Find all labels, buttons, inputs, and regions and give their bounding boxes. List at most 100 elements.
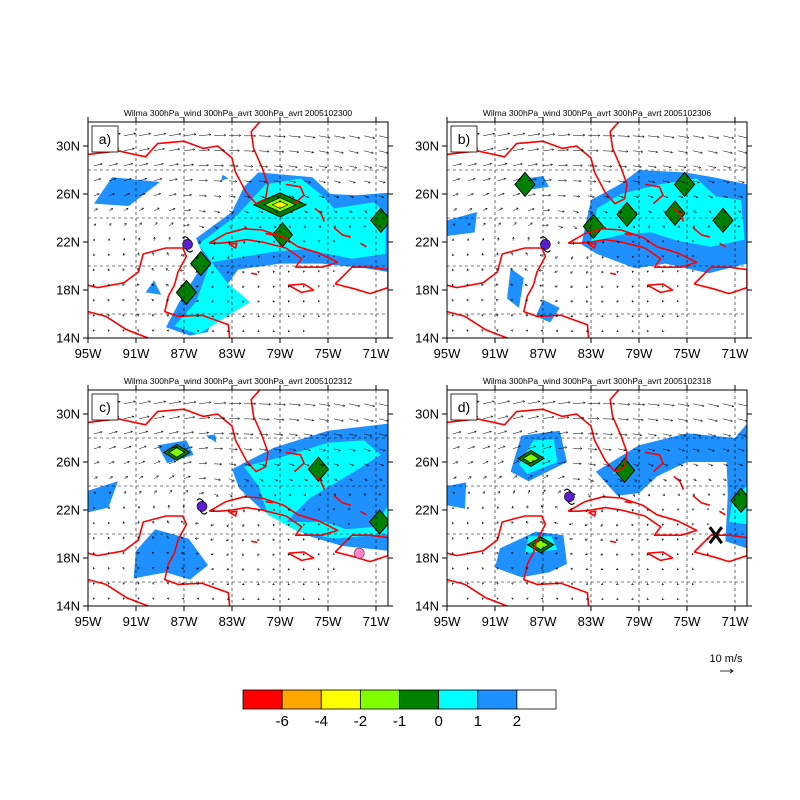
wind-vector-head (122, 506, 126, 509)
wind-vector-head (596, 149, 600, 153)
wind-vector-head (122, 551, 126, 555)
wind-vector-head (257, 524, 260, 527)
wind-vector-head (107, 283, 111, 287)
wind-vector-head (588, 495, 591, 498)
wind-vector (587, 478, 594, 482)
wind-vector-head (522, 400, 526, 403)
wind-vector (692, 210, 697, 213)
wind-vector-head (233, 195, 237, 198)
wind-vector (512, 133, 525, 137)
wind-vector-head (652, 180, 656, 184)
wind-vector-head (211, 271, 214, 274)
wind-vector (273, 150, 284, 153)
wind-vector (662, 433, 672, 436)
coastline (288, 283, 315, 294)
wind-vector-head (371, 419, 374, 422)
wind-vector (452, 476, 457, 480)
wind-vector (378, 180, 386, 183)
wind-vector-head (161, 162, 164, 166)
wind-vector-head (452, 567, 455, 570)
wind-vector (333, 403, 346, 407)
colorbar-label: -2 (354, 713, 367, 730)
wind-vector-head (661, 240, 665, 243)
wind-vector-head (685, 419, 689, 422)
wind-vector-head (190, 446, 194, 449)
wind-vector-head (631, 329, 635, 333)
wind-vector-head (593, 463, 597, 467)
coastline (265, 500, 273, 504)
coastline (288, 551, 315, 562)
wind-vector-head (268, 134, 272, 138)
wind-vector (198, 477, 206, 480)
wind-vector-head (181, 567, 184, 570)
wind-vector-head (631, 582, 634, 586)
wind-vector-head (670, 150, 674, 154)
wind-vector (168, 222, 174, 227)
wind-vector-head (118, 400, 121, 404)
wind-vector (601, 508, 604, 513)
wind-vector-head (152, 505, 156, 508)
wind-vector (602, 448, 612, 451)
wind-vector-head (647, 493, 651, 497)
wind-vector-head (691, 523, 695, 526)
wind-vector-head (489, 430, 492, 434)
wind-vector-head (701, 136, 705, 139)
wind-vector-head (505, 415, 509, 418)
panel-b: 95W 91W 87W 83W 79W 75W 71W30N26N22N18N14NWilm… (415, 108, 752, 361)
wind-vector-head (601, 300, 604, 303)
wind-vector (692, 165, 701, 169)
wind-vector (213, 478, 221, 481)
wind-vector-head (569, 507, 573, 511)
wind-vector (632, 418, 644, 421)
wind-vector-head (467, 491, 470, 495)
wind-vector (722, 195, 728, 198)
wind-vector-head (579, 447, 583, 450)
wind-vector-head (667, 449, 671, 452)
coastline (647, 551, 674, 562)
wind-vector-head (466, 298, 470, 302)
wind-vector (512, 460, 519, 465)
wind-vector (348, 180, 356, 183)
wind-vector (228, 180, 237, 182)
panel-c-map (88, 390, 388, 606)
wind-vector-head (165, 268, 169, 271)
wind-vector-head (563, 194, 566, 198)
lat-tick-label: 14N (415, 331, 439, 346)
wind-vector (228, 463, 237, 466)
wind-vector-head (682, 449, 686, 452)
wind-vector-head (257, 329, 260, 333)
colorbar: -6 -4 -2 -1 0 1 2 (242, 689, 557, 730)
wind-vector-head (466, 268, 470, 272)
wind-vector-head (182, 504, 186, 508)
wind-vector (602, 433, 613, 435)
wind-vector-head (293, 180, 297, 184)
wind-vector-head (456, 193, 459, 196)
panel-label-box (450, 125, 478, 153)
wind-vector-head (692, 225, 696, 228)
wind-vector-head (676, 538, 680, 541)
vorticity-shade-positive-1 (94, 177, 160, 206)
wind-vector-head (203, 210, 207, 213)
wind-vector (227, 255, 230, 260)
wind-vector (662, 478, 667, 482)
wind-vector-head (472, 445, 476, 449)
wind-vector-head (172, 475, 175, 478)
x-mark-icon (708, 526, 723, 545)
lon-tick-label: 95W (434, 614, 461, 629)
wind-vector-head (568, 401, 571, 404)
coastline (588, 242, 597, 249)
wind-vector-head (176, 163, 180, 166)
wind-vector-head (580, 164, 583, 167)
wind-vector-head (601, 256, 605, 260)
wind-vector-head (137, 505, 141, 509)
wind-vector-head (287, 567, 291, 571)
wind-vector (213, 225, 218, 229)
wind-vector (527, 445, 536, 450)
wind-vector-head (481, 329, 484, 332)
wind-vector-head (181, 314, 184, 318)
wind-vector-head (242, 241, 246, 245)
wind-vector-head (317, 284, 321, 288)
wind-vector-head (313, 135, 316, 139)
wind-vector-head (188, 208, 192, 212)
coastline (88, 247, 231, 338)
